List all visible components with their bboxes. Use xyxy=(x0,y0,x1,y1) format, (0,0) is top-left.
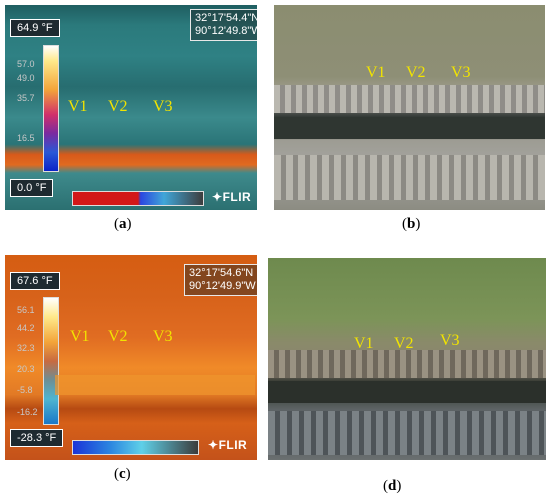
stream-channel xyxy=(274,117,545,139)
scale-tick: -16.2 xyxy=(17,407,38,417)
caption-a: (a) xyxy=(114,216,132,232)
rock-band xyxy=(274,85,545,113)
scale-tick: 35.7 xyxy=(17,93,35,103)
scale-tick: -5.8 xyxy=(17,385,33,395)
label-v2: V2 xyxy=(406,64,426,81)
label-v1: V1 xyxy=(366,64,386,81)
rock-band-lower xyxy=(274,155,545,200)
label-v1: V1 xyxy=(68,98,88,115)
scale-tick: 56.1 xyxy=(17,305,35,315)
label-v3: V3 xyxy=(440,332,460,349)
stream-channel xyxy=(268,381,546,403)
caption-c: (c) xyxy=(114,466,131,482)
warm-band xyxy=(55,375,255,395)
aerial-photo-b: V1 V2 V3 xyxy=(274,5,545,210)
scale-tick: 32.3 xyxy=(17,343,35,353)
gps-longitude: 90°12'49.9"W xyxy=(189,280,256,292)
scale-tick: 20.3 xyxy=(17,364,35,374)
caption-b: (b) xyxy=(402,216,421,232)
flir-logo: ✦FLIR xyxy=(208,438,248,452)
label-v3: V3 xyxy=(153,328,173,345)
gps-latitude: 32°17'54.4"N xyxy=(195,12,257,24)
thermal-image-c: 67.6 °F 32°17'54.6"N 90°12'49.9"W 56.1 4… xyxy=(5,255,257,460)
gps-latitude: 32°17'54.6"N xyxy=(189,267,254,279)
rock-band-lower xyxy=(268,411,546,455)
temperature-scale-bar xyxy=(43,297,59,425)
scale-tick: 16.5 xyxy=(17,133,35,143)
label-v1: V1 xyxy=(70,328,90,345)
max-temp-readout: 67.6 °F xyxy=(10,272,60,290)
label-v2: V2 xyxy=(394,335,414,352)
max-temp-readout: 64.9 °F xyxy=(10,19,60,37)
scale-tick: 49.0 xyxy=(17,73,35,83)
label-v2: V2 xyxy=(108,98,128,115)
color-legend-strip xyxy=(72,191,204,206)
gps-coordinates: 32°17'54.6"N 90°12'49.9"W xyxy=(184,264,257,296)
temperature-scale-bar xyxy=(43,45,59,172)
color-legend-strip xyxy=(72,440,199,455)
label-v1: V1 xyxy=(354,335,374,352)
rock-band xyxy=(268,350,546,378)
caption-d: (d) xyxy=(383,478,402,494)
gps-coordinates: 32°17'54.4"N 90°12'49.8"W xyxy=(190,9,257,41)
scale-tick: 44.2 xyxy=(17,323,35,333)
min-temp-readout: -28.3 °F xyxy=(10,429,64,447)
scale-tick: 57.0 xyxy=(17,59,35,69)
aerial-photo-d: V1 V2 V3 xyxy=(268,258,546,460)
label-v3: V3 xyxy=(451,64,471,81)
min-temp-readout: 0.0 °F xyxy=(10,179,54,197)
gps-longitude: 90°12'49.8"W xyxy=(195,25,257,37)
flir-logo: ✦FLIR xyxy=(212,190,252,204)
label-v2: V2 xyxy=(108,328,128,345)
thermal-image-a: 64.9 °F 32°17'54.4"N 90°12'49.8"W 57.0 4… xyxy=(5,5,257,210)
label-v3: V3 xyxy=(153,98,173,115)
